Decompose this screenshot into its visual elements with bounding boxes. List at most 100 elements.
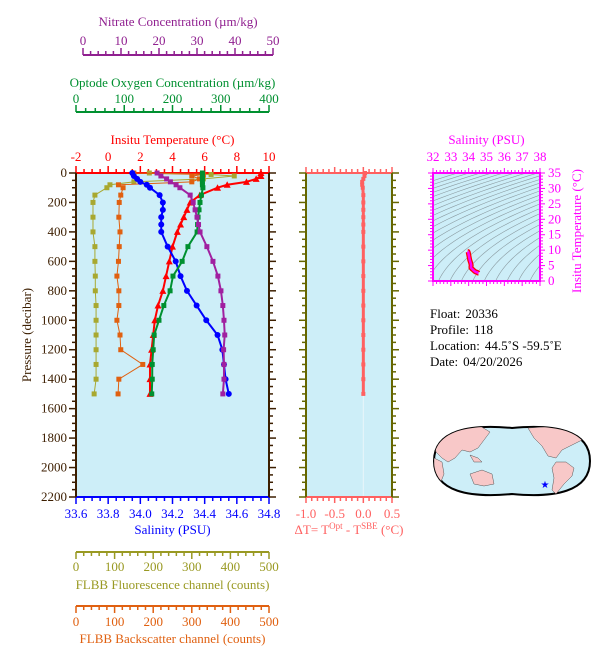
delta-t-point xyxy=(361,347,366,352)
isopycnal-line xyxy=(433,179,540,222)
tick-label: 2 xyxy=(137,149,144,164)
backscatter-point xyxy=(115,182,121,188)
tick-label: 15 xyxy=(548,227,561,242)
fluorescence-point xyxy=(92,244,98,250)
isopycnal-line xyxy=(433,173,493,193)
tick-label: 34.0 xyxy=(129,506,152,521)
nitrate-point xyxy=(167,179,173,185)
nitrate-point xyxy=(221,347,227,353)
tick-label: 36 xyxy=(498,149,512,164)
backscatter-point xyxy=(115,258,121,264)
fluorescence-point xyxy=(131,179,137,185)
ts-y-axis-title: Insitu Temperature (°C) xyxy=(569,169,584,293)
title-part: - T xyxy=(343,522,362,537)
tick-label: 0 xyxy=(105,149,112,164)
isopycnal-line xyxy=(433,203,540,272)
tick-label: 500 xyxy=(259,614,279,629)
isopycnal-line xyxy=(433,190,540,241)
isopycnal-line xyxy=(433,186,540,234)
nitrate-point xyxy=(215,273,221,279)
isopycnal-line xyxy=(433,199,540,259)
backscatter-point xyxy=(117,332,123,338)
salinity-axis: 33.6 33.8 34.0 34.2 34.4 34.6 34.8 Salinity (PS… xyxy=(65,496,280,537)
fluorescence-axis-title: FLBB Fluorescence channel (counts) xyxy=(76,577,270,592)
temperature-point xyxy=(162,272,170,280)
oxygen-point xyxy=(156,317,162,323)
salinity-point xyxy=(146,184,153,191)
tick-label: 600 xyxy=(48,253,68,268)
temperature-point xyxy=(252,175,260,182)
tick-label: 8 xyxy=(234,149,241,164)
tick-label: 20 xyxy=(153,33,166,48)
fluorescence-point xyxy=(90,229,96,235)
nitrate-point xyxy=(187,192,193,198)
tick-label: 34 xyxy=(462,149,476,164)
tick-label: 10 xyxy=(548,242,561,257)
backscatter-point xyxy=(140,361,146,367)
delta-t-point xyxy=(361,244,366,249)
tick-label: 25 xyxy=(548,196,561,211)
float-label: Float: xyxy=(430,306,460,321)
temperature-point xyxy=(173,228,181,235)
tick-label: 300 xyxy=(182,559,202,574)
backscatter-point xyxy=(189,179,195,185)
tick-label: 0.5 xyxy=(384,506,400,521)
backscatter-point xyxy=(197,176,203,182)
nitrate-point xyxy=(221,361,227,367)
map-southeast-asia xyxy=(469,454,483,463)
location-value: 44.5˚S -59.5˚E xyxy=(485,338,562,353)
delta-t-axis-title: ΔT= TOpt - TSBE (°C) xyxy=(295,521,404,537)
nitrate-axis-title: Nitrate Concentration (µm/kg) xyxy=(98,14,257,29)
delta-t-point xyxy=(361,207,366,212)
isopycnal-line xyxy=(438,208,540,281)
tick-label: 0 xyxy=(73,559,80,574)
delta-t-point xyxy=(361,377,366,382)
tick-label: 34.4 xyxy=(193,506,216,521)
fluorescence-point xyxy=(92,288,98,294)
delta-t-point xyxy=(361,259,366,264)
tick-label: 0 xyxy=(80,33,87,48)
delta-t-point xyxy=(361,362,366,367)
nitrate-point xyxy=(218,288,224,294)
pressure-axis-title: Pressure (decibar) xyxy=(19,288,34,382)
backscatter-axis-title: FLBB Backscatter channel (counts) xyxy=(80,631,266,646)
fluorescence-point xyxy=(90,199,96,205)
delta-t-point xyxy=(361,333,366,337)
tick-label: -0.5 xyxy=(324,506,345,521)
backscatter-point xyxy=(114,317,120,323)
tick-label: 34.2 xyxy=(161,506,184,521)
backscatter-point xyxy=(118,192,124,198)
oxygen-point xyxy=(197,199,203,205)
isopycnal-line xyxy=(495,237,540,281)
profile-label: Profile: xyxy=(430,322,469,337)
tick-label: 1600 xyxy=(41,401,67,416)
temperature-point xyxy=(169,243,176,250)
nitrate-point xyxy=(197,229,203,235)
salinity-point xyxy=(158,214,165,221)
nitrate-point xyxy=(221,376,227,382)
nitrate-axis: 0 10 20 30 40 50 Nitrate Concentration (µm/kg) xyxy=(80,14,280,56)
salinity-point xyxy=(177,273,184,280)
tick-label: 800 xyxy=(48,283,68,298)
plot-background xyxy=(306,173,392,497)
fluorescence-point xyxy=(90,214,96,220)
backscatter-point xyxy=(189,173,195,179)
fluorescence-point xyxy=(93,361,99,367)
tick-label: 200 xyxy=(163,91,183,106)
isopycnal-line xyxy=(483,230,540,281)
pressure-axis: 0 200 400 600 800 1000 1200 1400 1600 1800 2000 220… xyxy=(19,165,276,504)
delta-t-point xyxy=(361,318,366,323)
oxygen-point xyxy=(170,273,176,279)
tick-label: 500 xyxy=(259,559,279,574)
delta-t-point xyxy=(360,185,365,190)
plot-background xyxy=(76,173,269,497)
tick-label: 400 xyxy=(221,559,241,574)
oxygen-series xyxy=(149,170,206,397)
isopycnal-line xyxy=(518,253,540,281)
tick-label: 0 xyxy=(61,165,68,180)
salinity-point xyxy=(158,221,165,228)
temperature-axis-title: Insitu Temperature (°C) xyxy=(111,132,235,147)
tick-label: 32 xyxy=(427,149,440,164)
isopycnal-line xyxy=(529,265,540,281)
isopycnal-line xyxy=(433,194,540,249)
